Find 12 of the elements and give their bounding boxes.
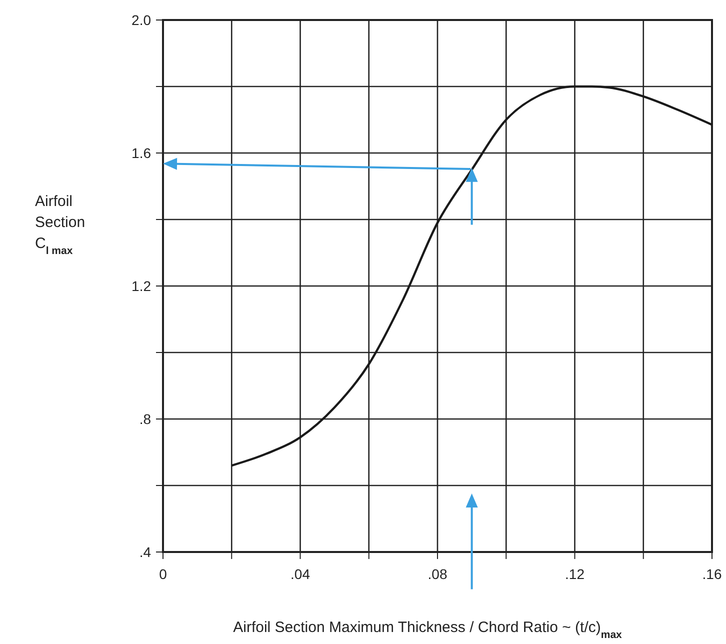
x-tick-label: 0 <box>159 566 168 582</box>
x-tick-label: .12 <box>565 566 585 582</box>
y-tick-label: .4 <box>139 544 152 560</box>
x-tick-label: .16 <box>702 566 722 582</box>
y-tick-label: 2.0 <box>132 12 152 28</box>
x-tick-label: .08 <box>428 566 448 582</box>
y-tick-label: 1.6 <box>132 145 152 161</box>
y-tick-label: 1.2 <box>132 278 152 294</box>
x-tick-label: .04 <box>290 566 310 582</box>
x-axis-title: Airfoil Section Maximum Thickness / Chord Ratio ~ (t/c)$_{max}$ <box>233 619 622 641</box>
y-tick-label: .8 <box>139 411 152 427</box>
y-axis-title: Airfoil Section C$_{l max}$ <box>35 193 86 257</box>
